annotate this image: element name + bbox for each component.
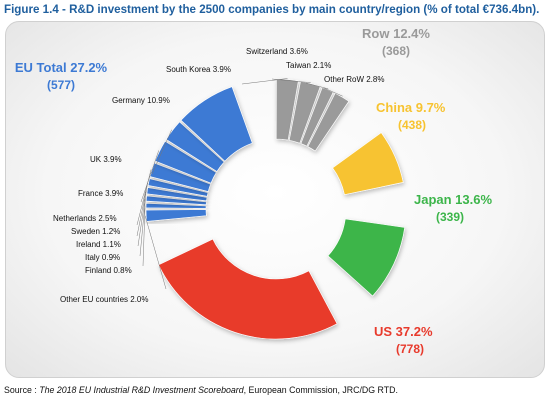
figure-title: Figure 1.4 - R&D investment by the 2500 … [4, 3, 540, 16]
chart-panel: US 37.2% (778) Other EU countries 2.0% Finl… [5, 21, 545, 378]
label-uk-3-9: UK 3.9% [90, 155, 122, 164]
slice-finland-0-8 [145, 203, 207, 209]
slice-china-9-7 [332, 132, 404, 196]
label-netherlands-2-5: Netherlands 2.5% [53, 214, 117, 223]
label-sweden-1-2: Sweden 1.2% [71, 227, 120, 236]
label-south-korea-3-9: South Korea 3.9% [166, 65, 231, 74]
group-count-eu: (577) [47, 78, 75, 92]
label-france-3-9: France 3.9% [78, 189, 123, 198]
slice-south-korea-3-9 [275, 78, 299, 141]
leader-uk-3-9 [151, 129, 172, 175]
slice-us-37-2 [158, 238, 338, 340]
slice-italy-0-9 [145, 195, 207, 206]
label-us-37-2: US 37.2% [374, 324, 433, 339]
source-prefix: Source : [4, 385, 40, 395]
count-us-37-2: (778) [396, 342, 424, 356]
slice-other-eu-countries-2-0 [145, 209, 207, 222]
slice-switzerland-3-6 [288, 80, 321, 144]
label-ireland-1-1: Ireland 1.1% [76, 240, 121, 249]
leader-ireland-1-1 [137, 190, 147, 247]
slice-sweden-1-2 [147, 178, 209, 197]
leader-other-row-2-8 [323, 87, 343, 97]
leader-taiwan-2-1 [305, 82, 329, 90]
label-japan-13-6: Japan 13.6% [414, 192, 492, 207]
donut-slices [145, 78, 406, 340]
source-note: Source : The 2018 EU Industrial R&D Inve… [4, 385, 546, 395]
group-count-row: (368) [382, 44, 410, 58]
slice-germany-10-9 [180, 86, 253, 162]
label-germany-10-9: Germany 10.9% [112, 96, 170, 105]
label-switzerland-3-6: Switzerland 3.6% [246, 47, 308, 56]
group-label-eu: EU Total 27.2% [15, 60, 108, 75]
label-other-row-2-8: Other RoW 2.8% [324, 75, 384, 84]
slice-japan-13-6 [327, 218, 406, 297]
slice-ireland-1-1 [146, 187, 208, 202]
leader-switzerland-3-6 [271, 78, 311, 83]
source-title: The 2018 EU Industrial R&D Investment Sc… [39, 385, 244, 395]
label-taiwan-2-1: Taiwan 2.1% [286, 61, 331, 70]
leader-netherlands-2-5 [136, 169, 152, 226]
label-other-eu-countries-2-0: Other EU countries 2.0% [60, 295, 148, 304]
leader-south-korea-3-9 [241, 78, 288, 85]
source-publisher: , European Commission, JRC/DG RTD. [243, 385, 398, 395]
label-finland-0-8: Finland 0.8% [85, 266, 132, 275]
leader-france-3-9 [140, 150, 160, 203]
leader-italy-0-9 [139, 198, 146, 257]
label-italy-0-9: Italy 0.9% [85, 253, 120, 262]
leader-other-eu-countries-2-0 [144, 215, 167, 290]
slice-labels: US 37.2% (778) Other EU countries 2.0% Finl… [15, 26, 493, 356]
count-china-9-7: (438) [398, 118, 426, 132]
count-japan-13-6: (339) [436, 210, 464, 224]
slice-france-3-9 [154, 140, 217, 184]
group-label-row: Row 12.4% [362, 26, 430, 41]
label-china-9-7: China 9.7% [376, 100, 446, 115]
slice-other-row-2-8 [307, 92, 350, 152]
leader-finland-0-8 [142, 205, 146, 267]
leader-sweden-1-2 [136, 181, 149, 237]
donut-chart: US 37.2% (778) Other EU countries 2.0% Finl… [15, 26, 493, 356]
